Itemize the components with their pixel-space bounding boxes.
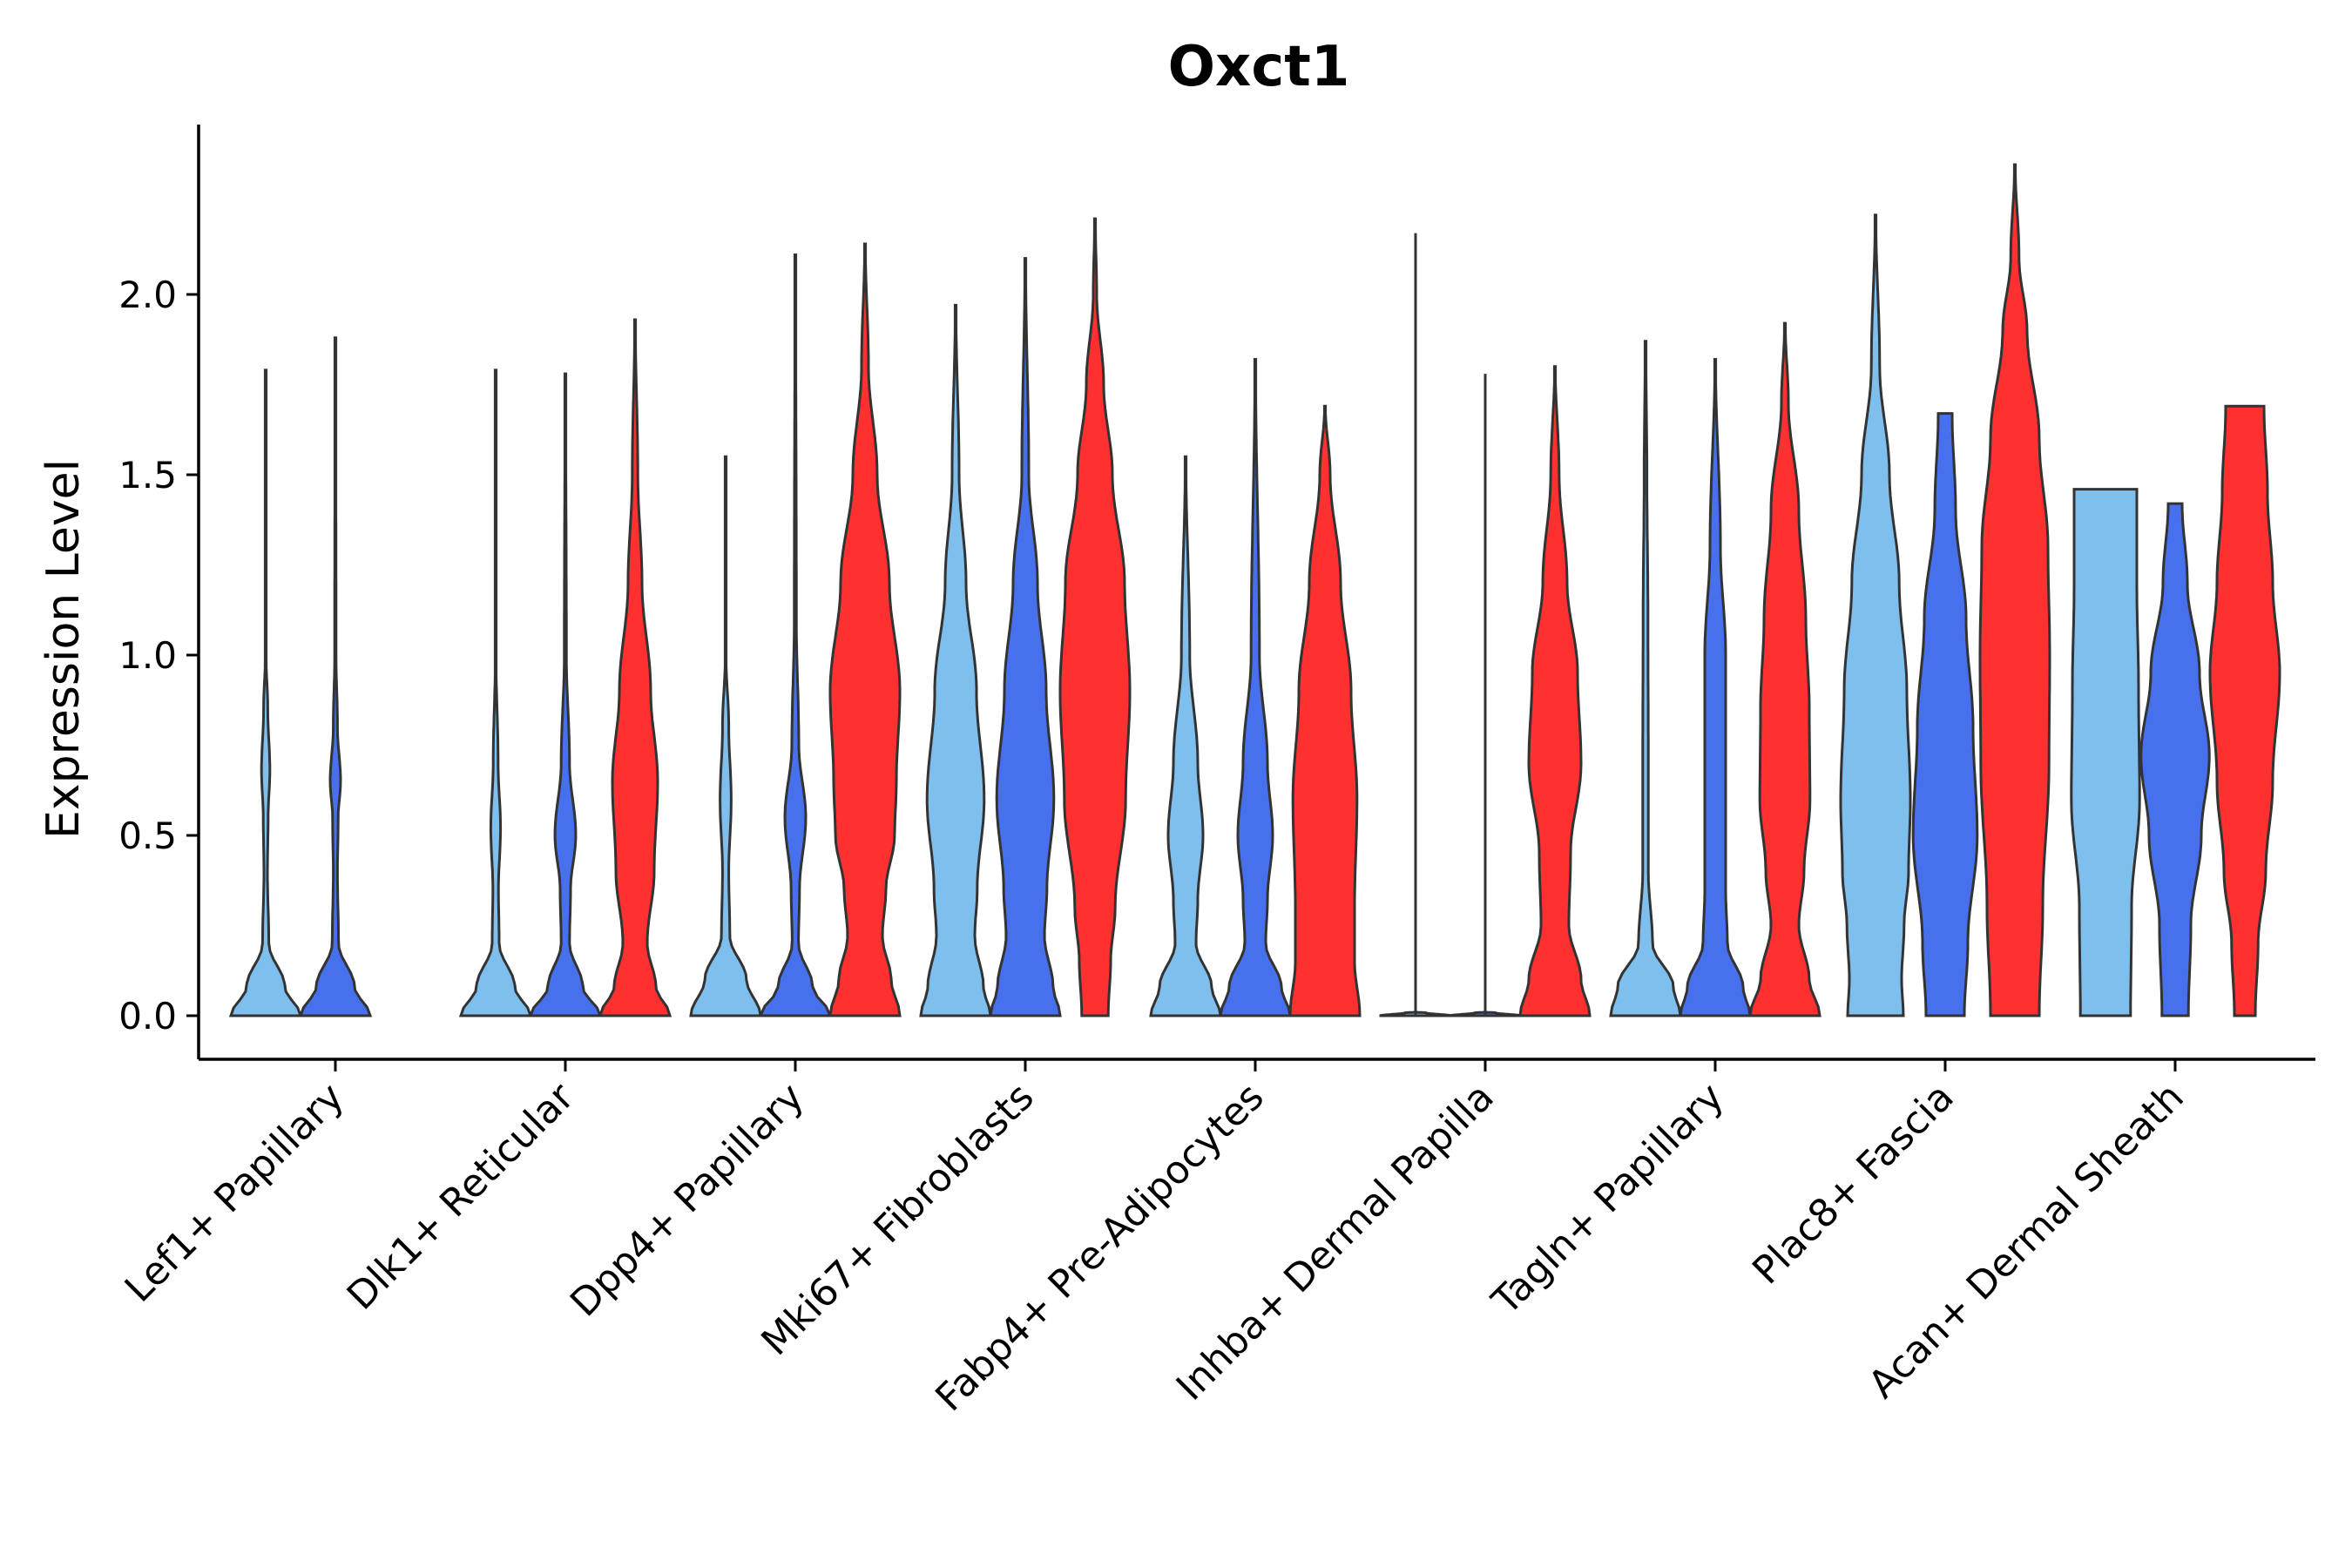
violin-1-2 <box>458 368 533 1017</box>
y-ticks: 0.0 0.5 1.0 1.5 2.0 <box>118 274 199 1037</box>
violin-2-1 <box>298 336 373 1017</box>
violin-2-5 <box>1219 358 1292 1017</box>
category-label: Plac8+ Fascia <box>1744 1075 1963 1294</box>
violin-3-9 <box>2208 404 2281 1017</box>
category-label: Dlk1+ Reticular <box>339 1074 584 1319</box>
violin-2-2 <box>528 372 603 1017</box>
violin-3-4 <box>1058 217 1132 1017</box>
violin-3-6 <box>1518 365 1592 1017</box>
violin-3-8 <box>1978 163 2051 1017</box>
violin-1-7 <box>1609 340 1682 1017</box>
violin-2-9 <box>2139 502 2211 1017</box>
category-label: Lef1+ Papillary <box>117 1075 353 1311</box>
y-tick-label: 0.5 <box>118 814 177 857</box>
violin-3-2 <box>598 318 672 1017</box>
violin-1-3 <box>689 455 762 1017</box>
violin-2-7 <box>1679 358 1752 1017</box>
violin-2-3 <box>758 253 833 1017</box>
category-label: Dpp4+ Papillary <box>562 1075 813 1326</box>
chart-title: Oxct1 <box>1168 35 1350 99</box>
violin-3-3 <box>828 242 902 1017</box>
category-label: Tagln+ Papillary <box>1484 1075 1733 1324</box>
y-tick-label: 1.5 <box>118 454 177 497</box>
axes-layer <box>197 125 2315 1061</box>
violin-1-5 <box>1149 455 1222 1017</box>
violin-2-4 <box>989 257 1062 1017</box>
violin-2-8 <box>1911 412 1979 1017</box>
y-axis-label: Expression Level <box>37 459 90 839</box>
violin-1-8 <box>1839 213 1912 1017</box>
y-tick-label: 0.0 <box>118 995 177 1037</box>
violin-3-5 <box>1288 404 1362 1017</box>
violins-layer <box>228 163 2281 1017</box>
violin-1-1 <box>228 368 303 1017</box>
violin-1-9 <box>2070 488 2141 1017</box>
violin-1-4 <box>919 303 992 1017</box>
y-tick-label: 1.0 <box>118 634 177 677</box>
y-tick-label: 2.0 <box>118 274 177 316</box>
violin-3-7 <box>1748 321 1821 1017</box>
